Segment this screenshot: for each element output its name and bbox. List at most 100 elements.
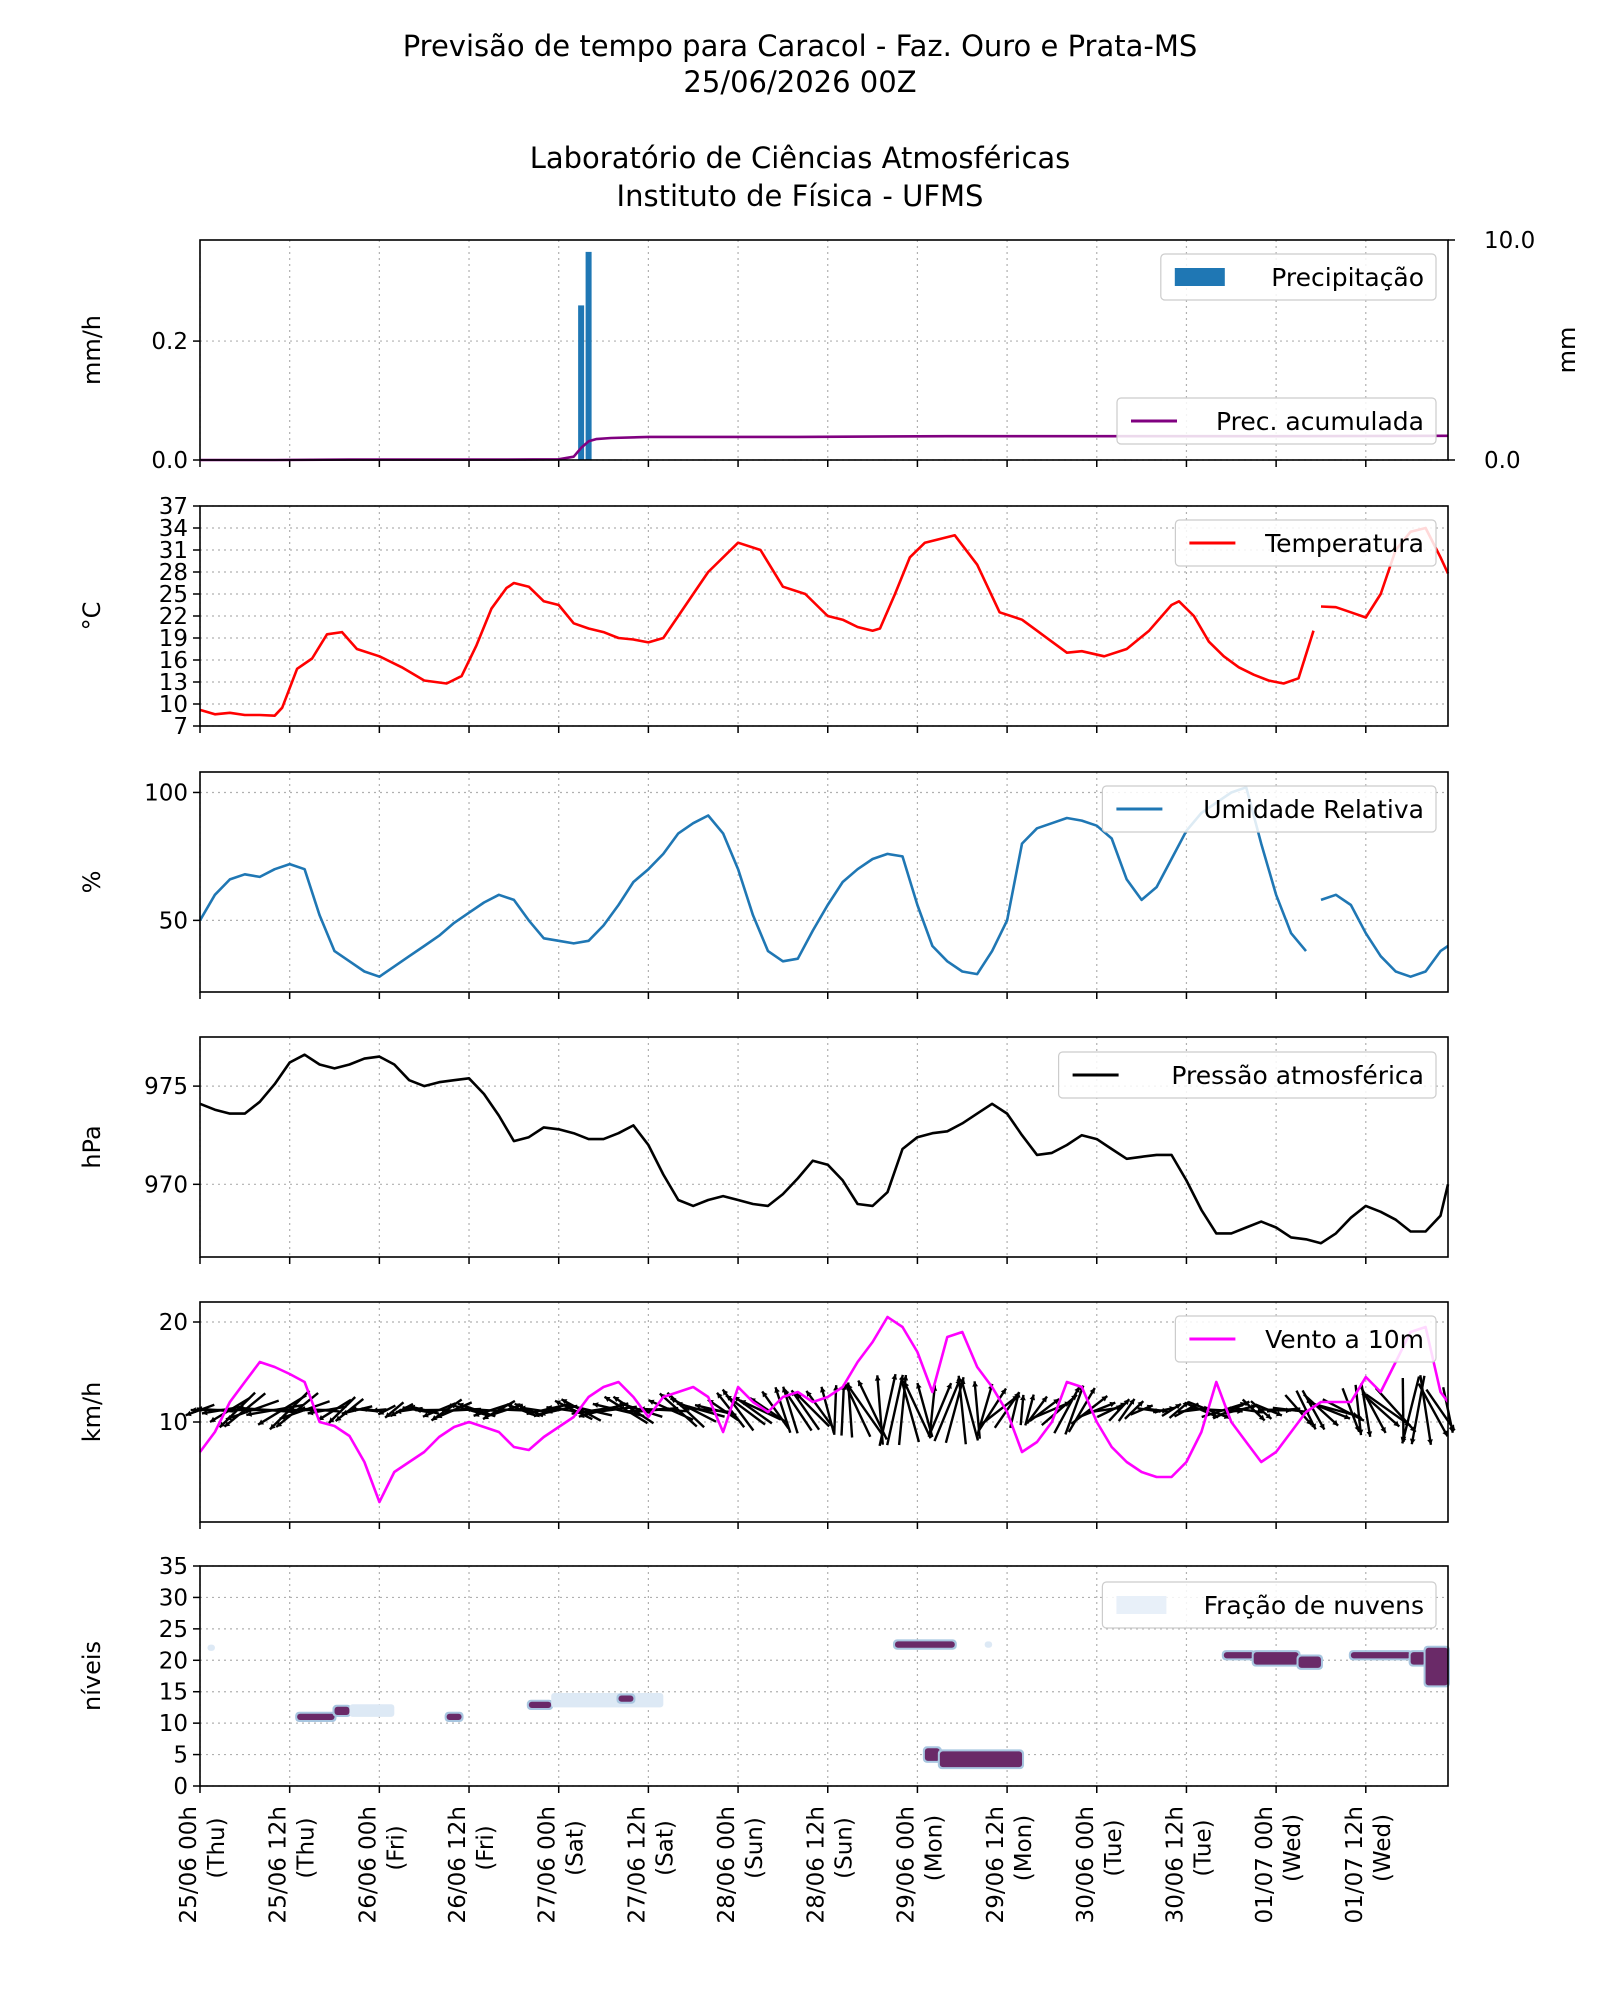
wind-arrowhead-45 [519,1405,526,1412]
wind-arrowhead-111 [1029,1394,1036,1401]
clouds-ytick-label-0: 0 [173,1774,188,1800]
wind-speed-line [198,1315,1450,1504]
temperature-ytick-label-7: 28 [159,560,188,586]
wind-arrowhead-158 [1393,1420,1400,1427]
wind-arrow-57 [603,1395,649,1425]
wind-arrow-99 [927,1382,953,1438]
wind-arrowhead-16 [299,1406,306,1412]
wind-legend-label: Vento a 10m [1265,1325,1424,1354]
wind-arrow-93 [886,1374,904,1446]
wind-arrow-18 [317,1398,352,1422]
wind-arrow-148 [1295,1390,1317,1430]
wind-arrowhead-77 [762,1391,768,1398]
wind-arrowhead-126 [1146,1404,1153,1411]
temperature-legend-box [1174,519,1437,567]
wind-arrow-154 [1341,1387,1361,1433]
pressure-line [199,1053,1450,1245]
wind-arrowhead-21 [341,1409,348,1416]
wind-ylabel: km/h [78,1382,106,1443]
precip-legend-label: Precipitação [1271,263,1424,292]
xtick-day-3: (Fri) [473,1825,499,1870]
wind-arrow-96 [903,1381,932,1439]
wind-arrowhead-163 [1409,1438,1416,1445]
precipitation-panel: 0.0 0.2 mm/h 0.0 10.0 mm Precipitação Prec. acu… [78,228,1581,474]
xtick-date-7: 28/06 12h [804,1806,830,1923]
wind-arrowhead-49 [546,1405,552,1411]
cloud-patch-16 [1410,1652,1426,1665]
wind-arrowhead-60 [627,1408,634,1414]
wind-arrowhead-32 [422,1412,429,1418]
cloud-patch-13 [1253,1652,1299,1665]
wind-arrowhead-149 [1319,1423,1325,1430]
pressure-panel: 970 975 hPa Pressão atmosférica [78,1036,1450,1264]
xtick-day-4: (Sat) [563,1820,589,1876]
clouds-legend-box [1101,1581,1437,1629]
xtick-date-0: 25/06 00h [176,1806,202,1923]
precipitation-ylabel: mm/h [78,315,106,385]
wind-arrowhead-58 [613,1396,620,1403]
xtick-day-1: (Thu) [294,1817,320,1878]
wind-arrowhead-26 [385,1412,391,1418]
clouds-legend-label: Fração de nuvens [1204,1591,1424,1620]
wind-arrowhead-0 [185,1410,192,1417]
wind-arrowhead-66 [670,1398,677,1404]
xtick-date-5: 27/06 12h [624,1806,650,1923]
title-line-1: Previsão de tempo para Caracol - Faz. Ou… [403,29,1198,63]
wind-arrow-100 [933,1378,962,1442]
wind-arrow-70 [707,1398,739,1422]
wind-arrowhead-1 [190,1407,196,1413]
wind-arrowhead-20 [335,1415,342,1422]
clouds-ytick-label-2: 10 [159,1711,188,1737]
wind-arrowhead-11 [258,1419,265,1425]
wind-arrowhead-124 [1129,1398,1135,1405]
wind-arrow-20 [334,1397,365,1423]
wind-arrow-92 [878,1373,897,1447]
time-axis-labels: 25/06 00h (Thu) 25/06 12h (Thu) 26/06 00h (Fr… [176,1806,1396,1923]
xtick-day-10: (Tue) [1101,1819,1127,1876]
temperature-ytick-label-8: 31 [159,538,188,564]
clouds-ytick-label-6: 30 [159,1585,188,1611]
wind-arrowhead-91 [874,1375,881,1381]
cloud-patch-4 [446,1713,462,1720]
wind-arrow-56 [592,1402,645,1418]
wind-arrowhead-130 [1175,1404,1181,1410]
wind-arrowhead-141 [1258,1414,1265,1421]
wind-arrowhead-38 [464,1406,471,1412]
wind-arrowhead-69 [695,1403,701,1410]
wind-arrow-51 [560,1398,602,1422]
humidity-frame [199,771,1449,993]
wind-arrowhead-67 [676,1401,683,1408]
wind-arrow-140 [1229,1406,1264,1414]
wind-arrowhead-47 [533,1411,540,1418]
wind-arrow-4 [209,1396,251,1424]
humidity-legend-label: Umidade Relativa [1203,795,1424,824]
temperature-legend-label: Temperatura [1264,529,1424,558]
cloud-patch-2 [334,1706,350,1715]
cloud-patch-12 [1223,1652,1254,1659]
y2tick-label-0: 0.0 [1484,448,1521,474]
wind-arrowhead-59 [619,1402,626,1408]
wind-arrow-107 [980,1394,1020,1426]
wind-arrow-83 [805,1390,836,1430]
cloud-patch-7 [618,1695,634,1702]
wind-arrowhead-71 [717,1392,723,1399]
chart-panels: 0.0 0.2 mm/h 0.0 10.0 mm Precipitação Prec. acu… [78,228,1581,1800]
wind-arrowhead-28 [395,1408,402,1415]
wind-arrowhead-112 [1041,1396,1047,1403]
cloud-patch-5 [528,1701,552,1709]
wind-arrow-164 [1419,1375,1433,1445]
clouds-ytick-label-4: 20 [159,1648,188,1674]
wind-arrowhead-52 [565,1403,571,1409]
wind-arrowhead-119 [1101,1396,1108,1402]
wind-arrowhead-123 [1123,1399,1130,1405]
wind-arrowhead-80 [784,1389,790,1396]
wind-arrow-95 [899,1377,921,1443]
temperature-ytick-label-1: 10 [159,692,188,718]
wind-arrowhead-151 [1344,1414,1350,1420]
precipitation-frame [199,239,1449,461]
wind-arrowhead-56 [592,1402,599,1408]
temperature-ytick-label-4: 19 [159,626,188,652]
wind-arrowhead-3 [201,1409,208,1416]
wind-arrow-86 [840,1384,846,1436]
xtick-date-3: 26/06 12h [445,1806,471,1923]
